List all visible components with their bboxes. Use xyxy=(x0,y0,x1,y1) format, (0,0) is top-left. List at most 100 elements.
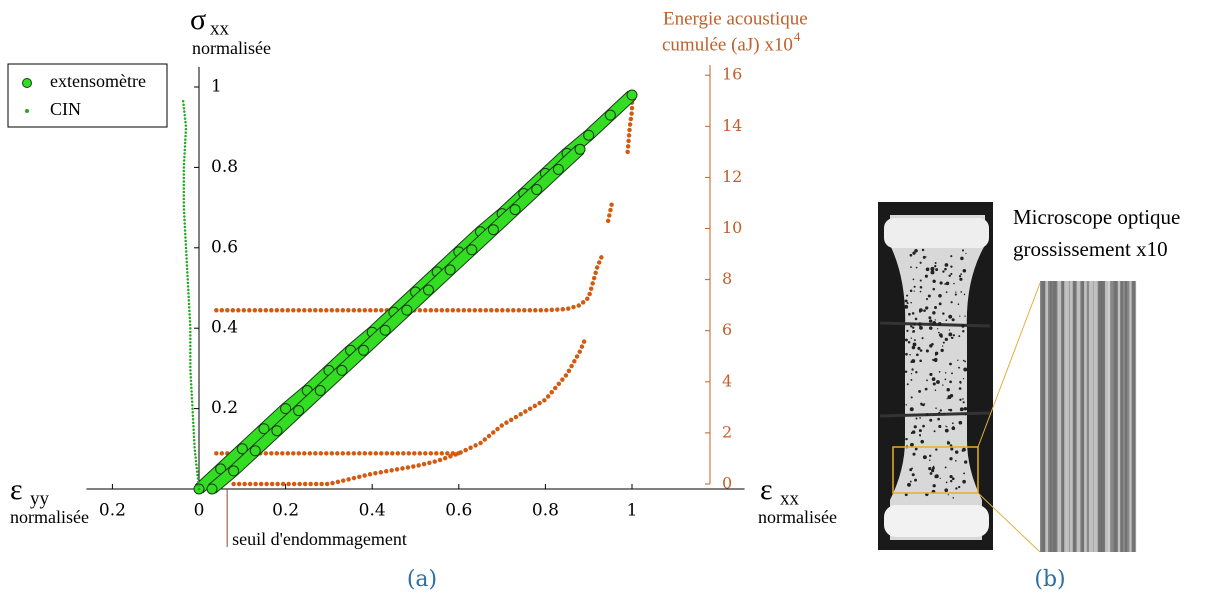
speckle-dot xyxy=(929,344,933,348)
fiber xyxy=(1048,281,1052,552)
speckle-dot xyxy=(918,429,922,433)
speckle-dot xyxy=(938,302,942,306)
speckle-dot xyxy=(906,294,909,297)
zoom-line xyxy=(977,282,1041,448)
legend-box xyxy=(7,63,168,128)
speckle-dot xyxy=(921,337,924,340)
speckle-dot xyxy=(935,448,938,451)
speckle-dot xyxy=(942,341,945,344)
speckle-dot xyxy=(932,484,936,488)
speckle-dot xyxy=(959,315,961,317)
speckle-dot xyxy=(932,287,936,291)
speckle-dot xyxy=(948,314,953,319)
speckle-dot xyxy=(951,477,955,481)
speckle-dot xyxy=(909,407,914,412)
speckle-dot xyxy=(909,480,912,483)
caption: grossissement x10 xyxy=(1013,237,1168,261)
speckle-dot xyxy=(925,267,930,272)
y2-tick-label: 14 xyxy=(722,116,742,135)
speckle-dot xyxy=(925,256,927,258)
speckle-dot xyxy=(929,454,932,458)
fiber xyxy=(1104,281,1110,552)
speckle-dot xyxy=(906,302,909,305)
speckle-dot xyxy=(947,494,949,496)
fiber xyxy=(1108,281,1111,552)
panel-label: (b) xyxy=(1034,567,1065,592)
grip-bottom xyxy=(884,505,989,537)
x-tick-label: 0.2 xyxy=(99,501,126,521)
speckle-dot xyxy=(945,291,948,294)
speckle-dot xyxy=(904,370,908,374)
point xyxy=(552,163,564,175)
speckle-dot xyxy=(944,372,947,374)
y2-tick-label: 10 xyxy=(722,218,742,237)
point xyxy=(401,304,413,316)
speckle-dot xyxy=(918,346,921,349)
speckle-dot xyxy=(936,380,940,384)
speckle-dot xyxy=(939,477,941,480)
speckle-dot xyxy=(924,274,928,278)
point xyxy=(228,465,240,477)
speckle-dot xyxy=(953,282,955,285)
speckle-dot xyxy=(945,481,948,484)
speckle-dot xyxy=(940,348,944,353)
speckle-dot xyxy=(959,398,962,401)
point xyxy=(358,344,370,356)
speckle-dot xyxy=(925,349,929,353)
speckle-dot xyxy=(907,341,911,344)
speckle-dot xyxy=(950,479,953,483)
speckle-dot xyxy=(930,266,935,271)
speckle-dot xyxy=(931,466,935,470)
speckle-dot xyxy=(935,268,939,272)
clip xyxy=(879,411,991,418)
speckle xyxy=(904,248,968,499)
x-tick-label: 1 xyxy=(627,501,638,521)
speckle-dot xyxy=(929,459,931,461)
fiber xyxy=(1061,281,1066,552)
speckle-dot xyxy=(925,297,929,301)
speckle-dot xyxy=(949,362,952,366)
point xyxy=(379,324,391,336)
fiber xyxy=(1125,281,1128,552)
energy-curve xyxy=(605,198,615,224)
speckle-dot xyxy=(923,309,926,313)
speckle-dot xyxy=(938,424,942,429)
speckle-dot xyxy=(952,497,955,499)
fiber xyxy=(1088,281,1094,552)
fiber xyxy=(1041,281,1047,552)
speckle-dot xyxy=(925,306,929,310)
speckle-dot xyxy=(937,417,940,421)
speckle-dot xyxy=(938,331,940,334)
axis-symbol: ε xyxy=(10,473,23,506)
speckle-dot xyxy=(951,426,956,431)
speckle-dot xyxy=(950,447,954,451)
speckle-dot xyxy=(950,255,953,258)
speckle-dot xyxy=(954,450,959,454)
speckle-dot xyxy=(922,424,925,428)
speckle-dot xyxy=(948,274,951,278)
axis-label: normalisée xyxy=(758,507,837,527)
speckle-dot xyxy=(929,326,933,330)
legend-marker xyxy=(25,109,29,113)
speckle-dot xyxy=(939,409,942,412)
speckle-dot xyxy=(921,248,925,252)
fiber xyxy=(1097,281,1102,552)
point xyxy=(249,445,261,457)
speckle-dot xyxy=(958,485,961,489)
specimen-photo xyxy=(878,202,1137,553)
speckle-dot xyxy=(904,493,908,497)
speckle-dot xyxy=(912,278,915,281)
speckle-dot xyxy=(922,455,927,460)
speckle-dot xyxy=(962,398,964,400)
y2-tick-label: 16 xyxy=(722,65,742,84)
fiber xyxy=(1120,281,1123,552)
speckle-dot xyxy=(960,273,963,276)
micrograph xyxy=(1041,281,1137,552)
y-tick-label: 0.4 xyxy=(211,318,238,338)
speckle-dot xyxy=(905,338,908,342)
speckle-dot xyxy=(942,270,945,273)
speckle-dot xyxy=(934,389,937,391)
point xyxy=(444,264,456,276)
speckle-dot xyxy=(958,387,962,390)
fiber xyxy=(1052,281,1057,552)
